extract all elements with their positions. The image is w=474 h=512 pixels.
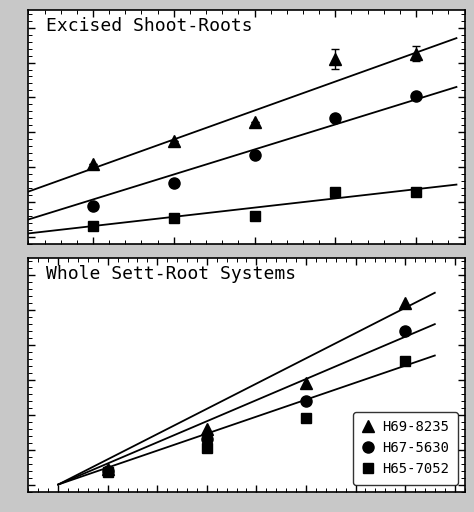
Legend: H69-8235, H67-5630, H65-7052: H69-8235, H67-5630, H65-7052	[353, 412, 457, 484]
Text: Excised Shoot-Roots: Excised Shoot-Roots	[46, 17, 253, 35]
Text: Whole Sett-Root Systems: Whole Sett-Root Systems	[46, 265, 296, 283]
